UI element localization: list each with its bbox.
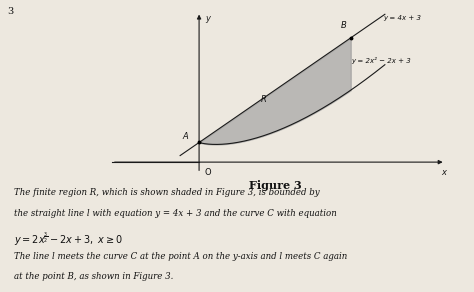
Text: A: A [182, 132, 188, 141]
Text: y: y [205, 14, 210, 23]
Text: The line l meets the curve C at the point A on the y-axis and l meets C again: The line l meets the curve C at the poin… [14, 253, 347, 261]
Text: x: x [441, 168, 446, 177]
Text: The finite region R, which is shown shaded in Figure 3, is bounded by: The finite region R, which is shown shad… [14, 188, 320, 197]
Text: at the point B, as shown in Figure 3.: at the point B, as shown in Figure 3. [14, 272, 173, 281]
Text: Figure 3: Figure 3 [248, 180, 301, 191]
Text: y = 4x + 3: y = 4x + 3 [383, 15, 421, 21]
Text: O: O [205, 168, 211, 177]
Text: R: R [261, 95, 266, 105]
Text: y = 2x² − 2x + 3: y = 2x² − 2x + 3 [351, 57, 410, 64]
Text: $y = 2x^{\!\frac{3}{2}} - 2x + 3,\ x \geq 0$: $y = 2x^{\!\frac{3}{2}} - 2x + 3,\ x \ge… [14, 230, 123, 248]
Text: B: B [340, 21, 346, 30]
Text: 3: 3 [7, 7, 13, 16]
Text: the straight line l with equation y = 4x + 3 and the curve C with equation: the straight line l with equation y = 4x… [14, 209, 337, 218]
